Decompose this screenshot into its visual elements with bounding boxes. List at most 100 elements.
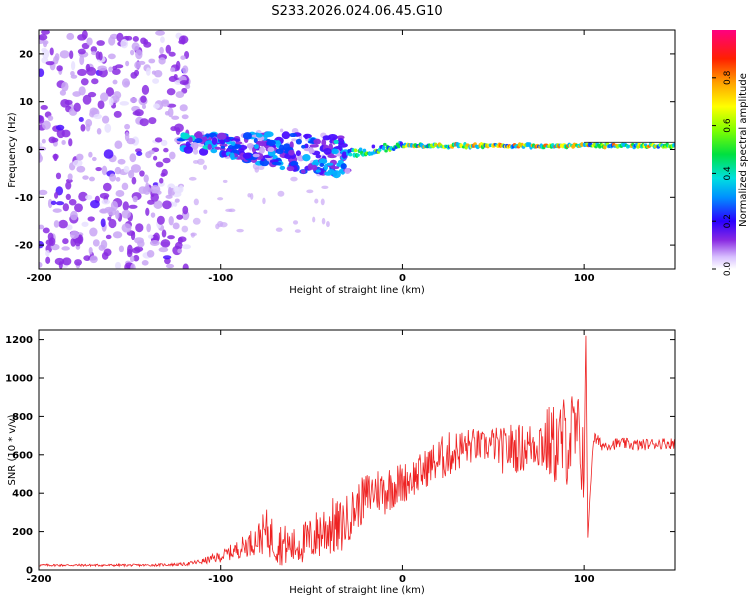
heatmap-cell (55, 172, 62, 180)
heatmap-cell (47, 115, 54, 121)
heatmap-cell (219, 139, 225, 144)
heatmap-cell (292, 220, 299, 225)
heatmap-cell (88, 176, 95, 182)
heatmap-cell (55, 124, 65, 131)
heatmap-cell (108, 97, 114, 106)
heatmap-cell (289, 141, 294, 149)
y-tick-label: 1200 (5, 335, 33, 346)
heatmap-cell (56, 128, 65, 139)
heatmap-cell (302, 154, 311, 162)
heatmap-cell (179, 80, 189, 86)
heatmap-cell (220, 145, 226, 149)
heatmap-cell (101, 165, 108, 176)
heatmap-cell (266, 139, 276, 146)
heatmap-cell (112, 231, 123, 239)
heatmap-cell (196, 158, 205, 165)
heatmap-cell (61, 81, 69, 92)
heatmap-cell (167, 186, 172, 197)
heatmap-cell (156, 215, 165, 225)
heatmap-cell (242, 132, 253, 140)
heatmap-cell (172, 222, 180, 230)
heatmap-cell (115, 176, 121, 182)
heatmap-cell (162, 200, 172, 210)
heatmap-cell (180, 55, 186, 60)
top-y-axis-label: Frequency (Hz) (7, 112, 18, 188)
heatmap-cell (48, 237, 56, 247)
heatmap-cell (146, 249, 155, 258)
heatmap-cell (294, 229, 301, 233)
heatmap-cell (315, 169, 321, 173)
heatmap-cell (289, 133, 297, 138)
heatmap-cell (161, 229, 167, 238)
heatmap-cell (56, 65, 63, 72)
heatmap-cell (177, 248, 183, 254)
heatmap-cell (192, 217, 201, 225)
heatmap-cell (279, 128, 284, 133)
heatmap-cell (176, 214, 184, 220)
x-tick-label: 0 (399, 574, 406, 585)
heatmap-cell (67, 173, 73, 181)
heatmap-cell (234, 141, 243, 145)
heatmap-cell (169, 151, 176, 160)
heatmap-cell (237, 148, 245, 153)
heatmap-cell (344, 167, 351, 175)
heatmap-cell (41, 30, 50, 35)
heatmap-cell (312, 216, 316, 223)
heatmap-cell (158, 57, 166, 65)
heatmap-cell (338, 168, 344, 174)
heatmap-cell (55, 201, 65, 206)
heatmap-cell (77, 68, 87, 77)
heatmap-cell (74, 203, 83, 213)
heatmap-cell (295, 138, 302, 145)
heatmap-cell (105, 87, 115, 97)
heatmap-cell (165, 263, 175, 269)
heatmap-cell (133, 254, 140, 262)
colorbar: 0.0 0.2 0.4 0.6 0.8 Normalized spectral ampl… (712, 30, 749, 276)
heatmap-cell (126, 137, 136, 145)
heatmap-cell (88, 151, 93, 158)
heatmap-cell (207, 143, 212, 150)
y-tick-label: -20 (15, 241, 33, 252)
heatmap-cell (68, 138, 73, 147)
heatmap-cell (171, 115, 180, 120)
heatmap-cell (202, 136, 208, 143)
heatmap-cell (69, 230, 79, 239)
heatmap-cell (162, 157, 171, 164)
heatmap-cell (42, 40, 49, 45)
heatmap-cell (87, 91, 97, 98)
heatmap-cell (65, 224, 73, 231)
heatmap-cell (170, 67, 176, 73)
heatmap-cell (307, 163, 313, 171)
heatmap-cell (91, 78, 99, 85)
heatmap-cell (321, 185, 329, 190)
heatmap-cell (125, 35, 133, 41)
heatmap-cell (183, 145, 194, 154)
y-tick-label: 400 (12, 489, 33, 500)
heatmap-cell (181, 114, 189, 120)
heatmap-cell (96, 128, 102, 135)
heatmap-cell (40, 105, 48, 110)
chart-title: S233.2026.024.06.45.G10 (271, 4, 442, 19)
heatmap-cell (115, 64, 124, 69)
heatmap-cell (202, 164, 208, 170)
heatmap-cell (39, 224, 45, 230)
heatmap-cell (188, 176, 197, 181)
heatmap-cell (130, 263, 136, 269)
top-x-ticks: -200 -100 0 100 (26, 30, 595, 284)
heatmap-cell (321, 138, 327, 147)
y-tick-label: -10 (15, 193, 33, 204)
heatmap-cell (77, 48, 86, 55)
heatmap-cell (131, 42, 140, 51)
heatmap-cell (95, 51, 101, 60)
bottom-y-axis-label: SNR (10 * v/v) (7, 414, 18, 485)
heatmap-cell (130, 72, 138, 79)
heatmap-cell (252, 153, 260, 158)
heatmap-cell (146, 223, 151, 233)
heatmap-cell (88, 247, 93, 255)
heatmap-cell (109, 173, 117, 182)
heatmap-cell (143, 174, 149, 183)
heatmap-cell (230, 141, 236, 146)
heatmap-cell (81, 30, 88, 40)
heatmap-cell (50, 200, 57, 206)
heatmap-cell (154, 137, 163, 143)
